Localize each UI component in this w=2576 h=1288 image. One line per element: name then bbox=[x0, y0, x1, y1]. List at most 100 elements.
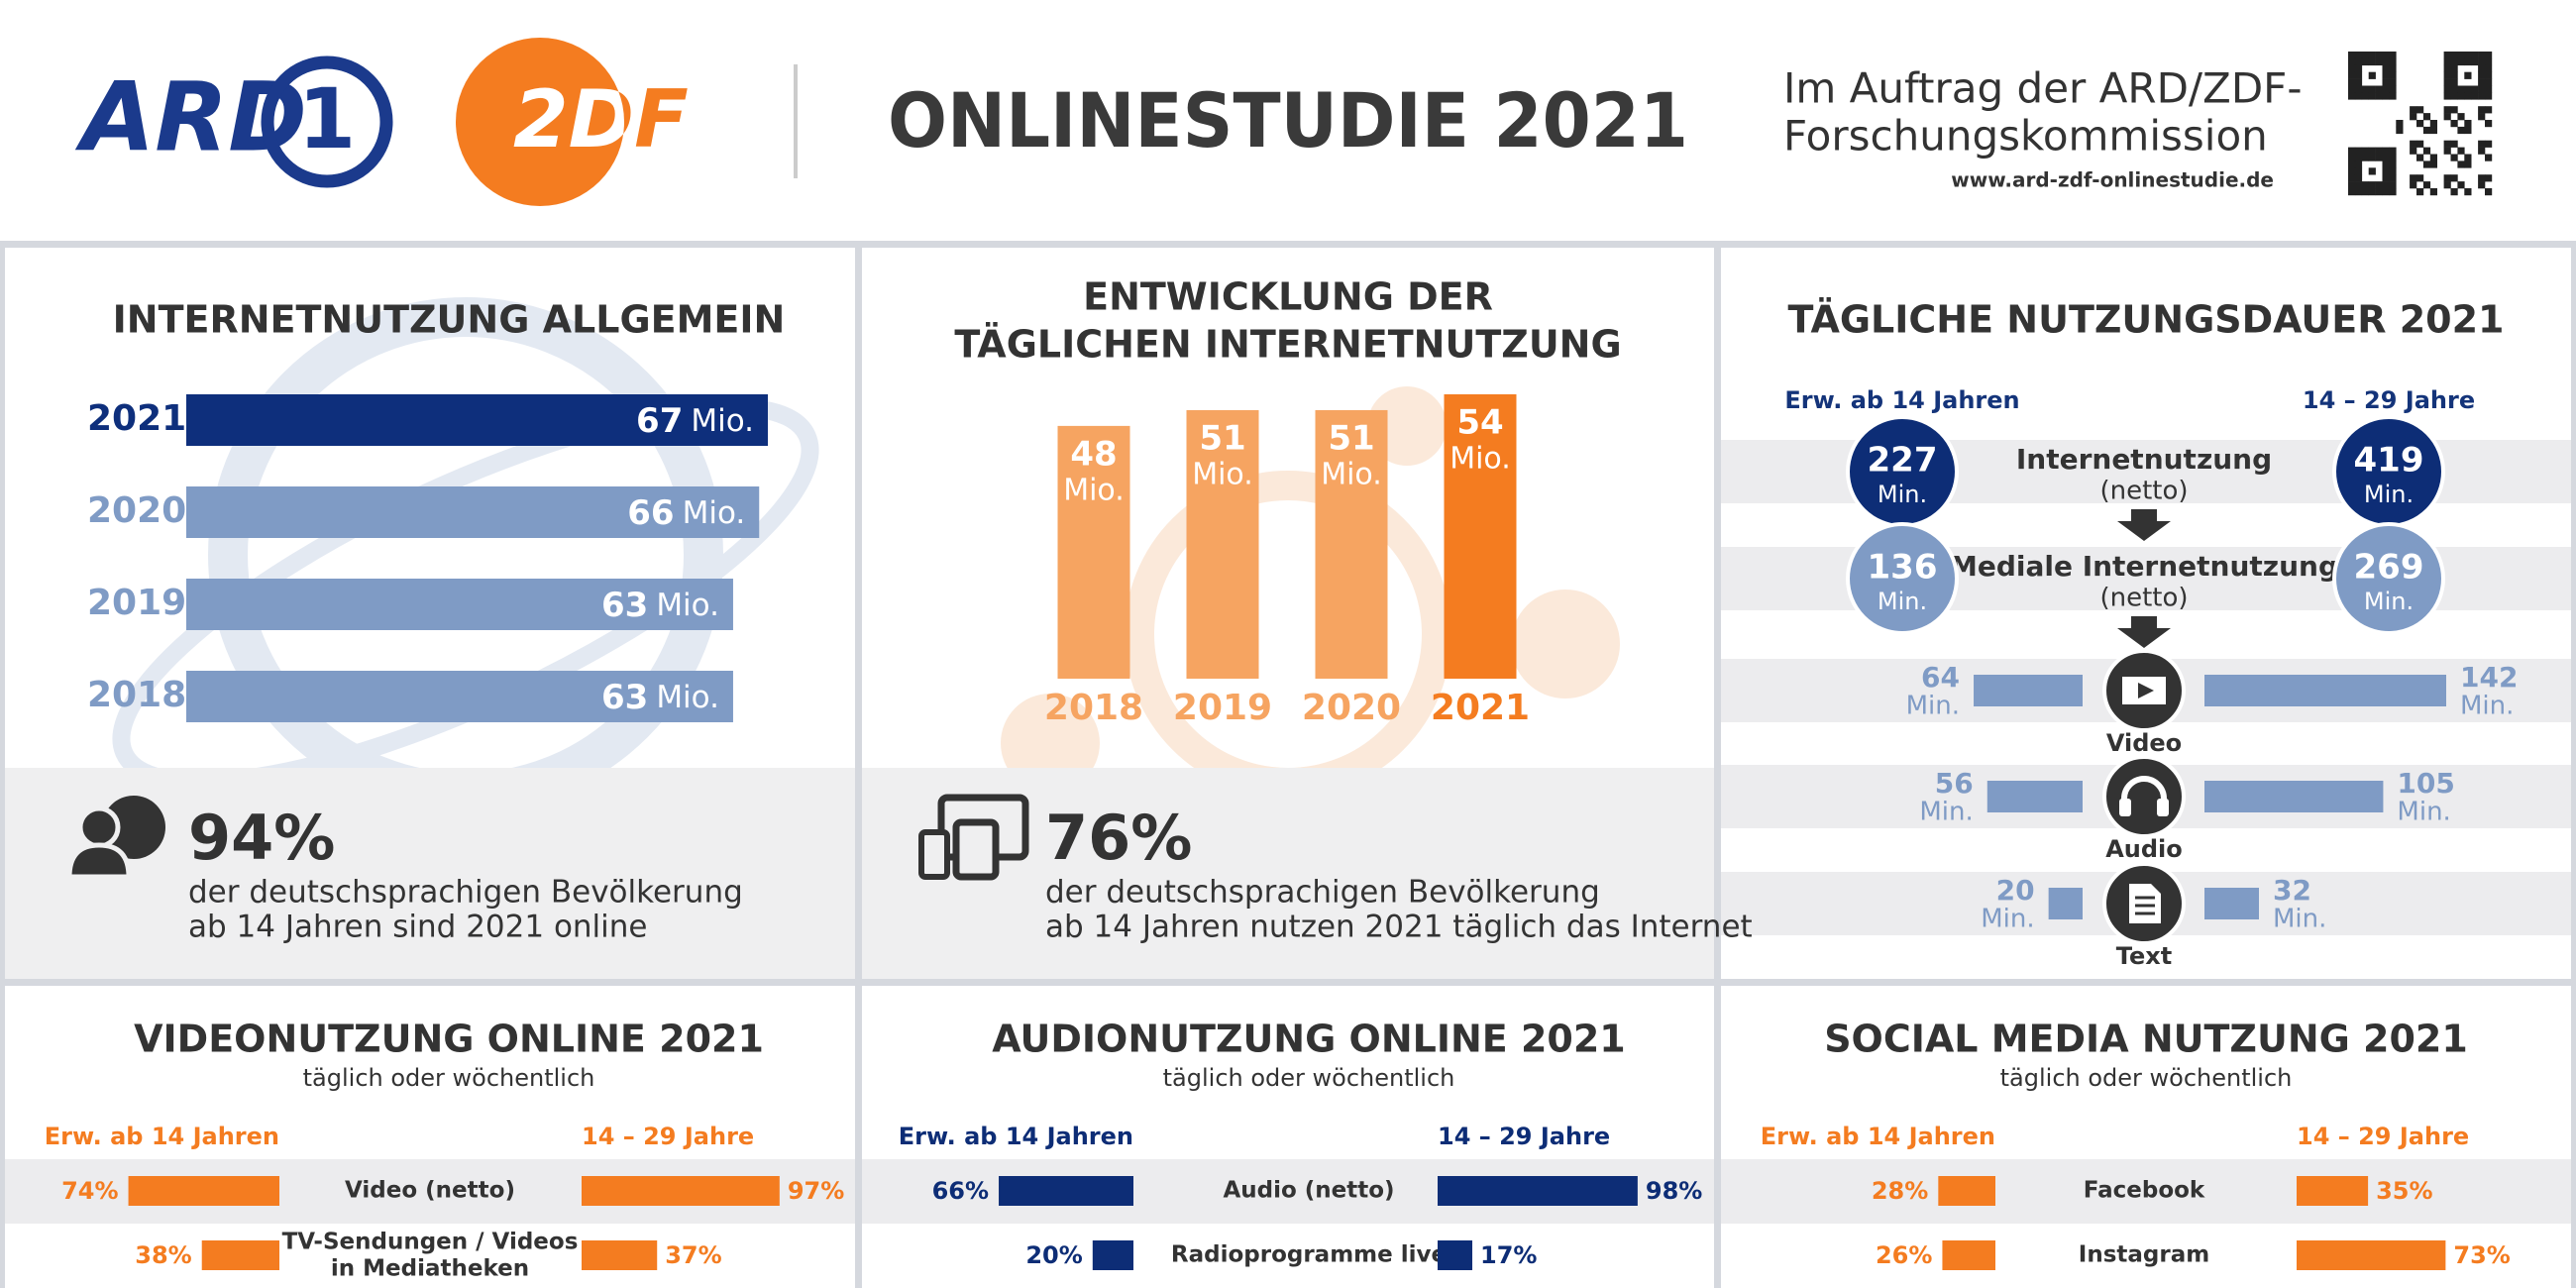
logo-zdf: 2DF bbox=[513, 73, 689, 165]
icon-tablet bbox=[952, 818, 1000, 881]
qr-cell bbox=[2450, 174, 2458, 182]
qr-cell bbox=[2450, 120, 2458, 128]
qr-cell bbox=[2354, 167, 2363, 175]
qr-cell bbox=[2368, 147, 2376, 155]
icon-phone bbox=[918, 829, 950, 880]
qr-cell bbox=[2368, 57, 2376, 66]
qr-cell bbox=[2478, 113, 2486, 121]
qr-cell bbox=[2443, 106, 2451, 114]
qr-cell bbox=[2478, 181, 2486, 189]
category-label: Video bbox=[2106, 729, 2182, 757]
qr-cell bbox=[2348, 85, 2356, 93]
qr-cell bbox=[2375, 52, 2383, 59]
value-number: 66 bbox=[627, 493, 674, 533]
panel-title: TÄGLICHE NUTZUNGSDAUER 2021 bbox=[1787, 298, 2504, 342]
value-label: 35% bbox=[2376, 1177, 2432, 1205]
qr-cell bbox=[2457, 126, 2465, 135]
category-label: 2020 bbox=[87, 490, 186, 531]
qr-cell bbox=[2422, 181, 2431, 189]
panel-title: INTERNETNUTZUNG ALLGEMEIN bbox=[113, 298, 786, 342]
logo-ard-badge: 1 bbox=[298, 70, 356, 167]
qr-cell bbox=[2382, 154, 2390, 161]
value-label: 37% bbox=[665, 1241, 721, 1269]
qr-cell bbox=[2422, 161, 2431, 168]
qr-cell bbox=[2478, 140, 2486, 148]
stripe bbox=[1721, 1159, 2571, 1224]
qr-cell bbox=[2354, 161, 2363, 168]
qr-cell bbox=[2348, 161, 2356, 168]
value-label: 28% bbox=[1872, 1177, 1928, 1205]
panel-subtitle: täglich oder wöchentlich bbox=[303, 1064, 595, 1092]
qr-cell bbox=[2416, 106, 2424, 114]
bar bbox=[2048, 888, 2083, 919]
qr-cell bbox=[2478, 57, 2486, 66]
qr-cell bbox=[2389, 52, 2397, 59]
value-label: 97% bbox=[788, 1177, 844, 1205]
value-unit: Mio. bbox=[656, 680, 719, 715]
logo-zdf-circle bbox=[456, 38, 624, 206]
qr-cell bbox=[2485, 85, 2493, 93]
qr-cell bbox=[2450, 52, 2458, 59]
value-label: 64 bbox=[1921, 661, 1960, 694]
qr-cell bbox=[2443, 181, 2451, 189]
url: www.ard-zdf-onlinestudie.de bbox=[1951, 168, 2274, 192]
qr-cell bbox=[2464, 92, 2472, 100]
legend-label: Erw. ab 14 Jahren bbox=[1784, 386, 2019, 414]
qr-cell bbox=[2464, 57, 2472, 66]
qr-cell bbox=[2416, 120, 2424, 128]
qr-cell bbox=[2382, 147, 2390, 155]
qr-cell bbox=[2478, 92, 2486, 100]
qr-cell bbox=[2348, 181, 2356, 189]
qr-cell bbox=[2450, 78, 2458, 86]
qr-cell bbox=[2450, 188, 2458, 196]
qr-cell bbox=[2443, 140, 2451, 148]
qr-cell bbox=[2410, 174, 2417, 182]
value-label: 26% bbox=[1876, 1241, 1932, 1269]
qr-cell bbox=[2354, 78, 2363, 86]
qr-cell bbox=[2354, 52, 2363, 59]
category-label: Facebook bbox=[2084, 1178, 2205, 1204]
bar bbox=[1092, 1240, 1133, 1270]
qr-cell bbox=[2354, 188, 2363, 196]
qr-cell bbox=[2457, 57, 2465, 66]
text-line: in Mediatheken bbox=[331, 1255, 529, 1281]
panel-subtitle: täglich oder wöchentlich bbox=[2000, 1064, 2293, 1092]
category-note: (netto) bbox=[2099, 477, 2188, 506]
qr-cell bbox=[2410, 106, 2417, 114]
qr-cell bbox=[2429, 126, 2437, 135]
value-unit: Min. bbox=[2397, 798, 2450, 827]
qr-cell bbox=[2389, 181, 2397, 189]
qr-cell bbox=[2375, 85, 2383, 93]
qr-cell bbox=[2471, 52, 2479, 59]
value-unit: Mio. bbox=[656, 588, 719, 623]
qr-cell bbox=[2478, 174, 2486, 182]
value-unit: Min. bbox=[2364, 481, 2414, 508]
qr-cell bbox=[2389, 167, 2397, 175]
qr-cell bbox=[2348, 174, 2356, 182]
arrow bbox=[2117, 616, 2171, 648]
stat-value: 76% bbox=[1045, 802, 1192, 874]
qr-cell bbox=[2478, 64, 2486, 72]
qr-cell bbox=[2389, 147, 2397, 155]
logo-ard-ring bbox=[261, 55, 393, 188]
qr-cell bbox=[2382, 181, 2390, 189]
qr-cell bbox=[2354, 85, 2363, 93]
qr-cell bbox=[2485, 71, 2493, 79]
bar bbox=[1315, 409, 1388, 679]
qr-cell bbox=[2478, 106, 2486, 114]
value-unit: Min. bbox=[1981, 905, 2034, 934]
qr-code bbox=[2348, 52, 2493, 196]
value-unit: Min. bbox=[1878, 588, 1927, 615]
qr-cell bbox=[2389, 188, 2397, 196]
category-label: Audio (netto) bbox=[1223, 1178, 1394, 1204]
qr-cell bbox=[2450, 57, 2458, 66]
qr-cell bbox=[2485, 52, 2493, 59]
category-label: Radioprogramme live bbox=[1171, 1242, 1447, 1268]
qr-cell bbox=[2485, 106, 2493, 114]
qr-cell bbox=[2485, 140, 2493, 148]
qr-cell bbox=[2361, 85, 2369, 93]
bar bbox=[1438, 1240, 1473, 1270]
bar bbox=[1938, 1176, 1995, 1206]
bubble bbox=[1846, 522, 1959, 635]
value-label: 105 bbox=[2397, 767, 2454, 800]
